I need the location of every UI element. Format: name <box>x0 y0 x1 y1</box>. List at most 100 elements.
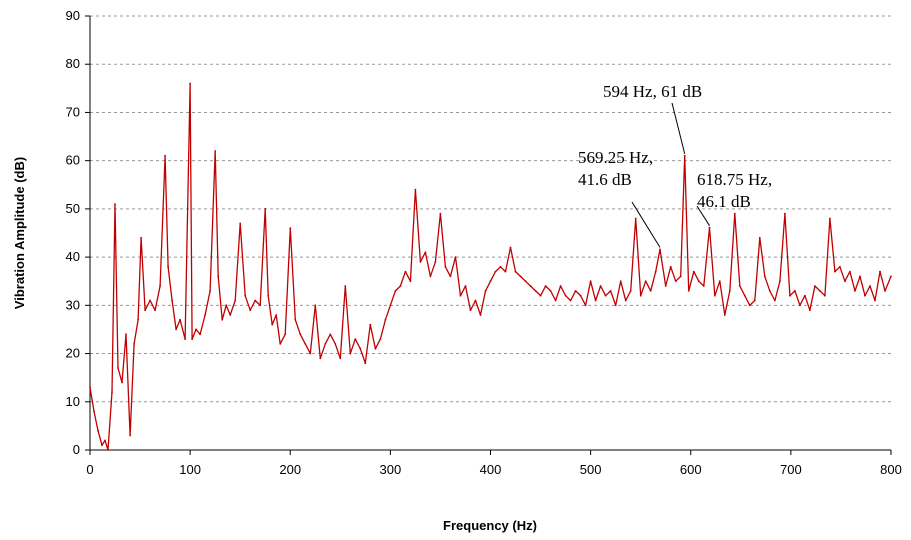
data-point <box>267 294 270 297</box>
data-point <box>494 270 497 273</box>
data-point <box>195 328 198 331</box>
data-point <box>189 82 192 85</box>
x-tick-labels: 0 100 200 300 400 500 600 700 800 <box>86 450 902 477</box>
annotation-leader-line <box>671 102 686 154</box>
y-axis-title: Vibration Amplitude (dB) <box>12 157 27 309</box>
data-point <box>609 290 612 292</box>
data-point <box>784 212 786 215</box>
data-point <box>544 285 547 287</box>
series <box>89 82 892 451</box>
data-point <box>217 275 220 278</box>
data-point <box>294 318 297 321</box>
x-tick-label: 200 <box>279 462 301 477</box>
data-point <box>104 439 106 442</box>
y-tick-label: 70 <box>66 104 80 119</box>
data-point <box>344 285 347 287</box>
data-point <box>137 318 140 321</box>
data-point <box>634 217 637 220</box>
data-point <box>89 386 91 389</box>
data-point <box>184 338 187 340</box>
data-point <box>264 208 267 210</box>
data-point <box>374 347 377 350</box>
x-tick-label: 400 <box>480 462 502 477</box>
data-point <box>574 290 577 292</box>
data-point <box>159 285 162 287</box>
annotations: 594 Hz, 61 dB 569.25 Hz, 41.6 dB 618.75 Hz,… <box>578 82 772 248</box>
data-point <box>359 347 362 350</box>
data-point <box>117 367 119 369</box>
data-point <box>354 338 357 340</box>
data-point <box>125 333 127 336</box>
data-point <box>479 314 482 316</box>
data-point <box>639 294 642 297</box>
y-tick-label: 10 <box>66 394 80 409</box>
data-point <box>654 270 657 273</box>
data-point <box>584 304 587 307</box>
data-point <box>414 188 417 191</box>
data-point <box>389 304 392 307</box>
data-point <box>844 280 846 283</box>
grid-lines <box>90 15 891 403</box>
data-point <box>514 270 517 273</box>
data-point <box>687 290 690 292</box>
data-point <box>692 270 695 273</box>
data-point <box>753 299 756 302</box>
data-point <box>444 265 447 268</box>
data-point <box>890 275 892 278</box>
data-point <box>171 299 174 302</box>
data-point <box>464 285 467 287</box>
data-point <box>604 294 607 297</box>
annotation-label: 569.25 Hz, <box>578 148 653 167</box>
data-point <box>859 275 861 278</box>
x-tick-label: 700 <box>780 462 802 477</box>
data-point <box>309 352 312 355</box>
data-point <box>804 294 806 297</box>
data-point <box>424 251 427 254</box>
data-point <box>519 275 522 278</box>
data-point <box>809 309 811 312</box>
data-point <box>249 309 252 312</box>
data-point <box>539 294 542 297</box>
data-point <box>234 299 237 302</box>
data-point <box>239 222 242 225</box>
data-point <box>549 290 552 292</box>
data-point <box>454 256 457 258</box>
data-point <box>394 290 397 292</box>
data-point <box>728 290 731 292</box>
data-point <box>499 265 502 268</box>
annotation-label: 594 Hz, 61 dB <box>603 82 702 101</box>
data-point <box>768 290 771 292</box>
data-point <box>144 309 147 312</box>
data-point <box>97 429 99 432</box>
data-point <box>874 299 876 302</box>
data-point <box>819 290 821 292</box>
data-point <box>334 343 337 345</box>
data-point <box>713 294 716 297</box>
data-point <box>564 294 567 297</box>
annotation-leader-line <box>696 205 710 226</box>
data-point <box>854 290 856 292</box>
x-tick-label: 600 <box>680 462 702 477</box>
data-point <box>763 275 766 278</box>
data-point <box>679 275 682 278</box>
data-point <box>324 343 327 345</box>
data-point <box>384 318 387 321</box>
data-point <box>659 248 661 251</box>
data-point <box>824 294 826 297</box>
axes <box>89 16 891 451</box>
data-point <box>379 338 382 340</box>
data-point <box>794 290 796 292</box>
data-point <box>834 270 836 273</box>
x-tick-label: 800 <box>880 462 902 477</box>
data-point <box>121 381 123 384</box>
x-tick-label: 100 <box>179 462 201 477</box>
data-point <box>614 304 617 307</box>
data-point <box>449 275 452 278</box>
data-point <box>733 212 736 215</box>
data-point <box>429 275 432 278</box>
data-point <box>399 285 402 287</box>
data-point <box>814 285 816 287</box>
data-point <box>319 357 322 360</box>
data-point <box>879 270 881 273</box>
